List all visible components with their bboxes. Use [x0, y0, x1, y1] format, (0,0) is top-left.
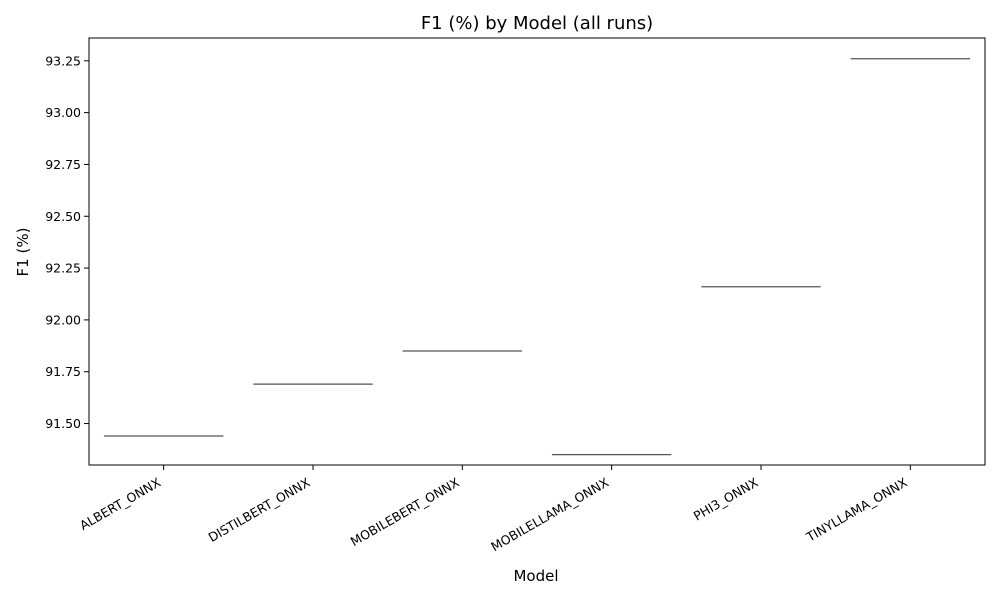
x-tick-label: MOBILELLAMA_ONNX — [488, 474, 611, 554]
x-tick-label: DISTILBERT_ONNX — [206, 474, 313, 545]
x-axis-label: Model — [513, 567, 558, 585]
y-axis-label: F1 (%) — [14, 228, 32, 277]
y-tick-label: 92.50 — [45, 209, 81, 224]
y-tick-label: 92.25 — [45, 261, 81, 276]
x-tick-label: TINYLLAMA_ONNX — [803, 474, 910, 545]
plot-frame — [88, 37, 986, 466]
y-tick-label: 92.75 — [45, 157, 81, 172]
y-tick-label: 93.00 — [45, 105, 81, 120]
y-tick-label: 91.75 — [45, 364, 81, 379]
x-axis: ALBERT_ONNX DISTILBERT_ONNX MOBILEBERT_ONN… — [77, 465, 911, 554]
y-tick-label: 93.25 — [45, 53, 81, 68]
y-tick-label: 91.50 — [45, 416, 81, 431]
y-tick-label: 92.00 — [45, 312, 81, 327]
chart-title: F1 (%) by Model (all runs) — [421, 13, 653, 34]
x-tick-label: MOBILEBERT_ONNX — [348, 474, 462, 549]
plot-marks — [103, 58, 971, 456]
y-axis: 91.50 91.75 92.00 92.25 92.50 92.75 93.00 93.25 — [45, 53, 89, 431]
x-tick-label: ALBERT_ONNX — [77, 474, 163, 533]
x-tick-label: PHI3_ONNX — [691, 474, 761, 523]
